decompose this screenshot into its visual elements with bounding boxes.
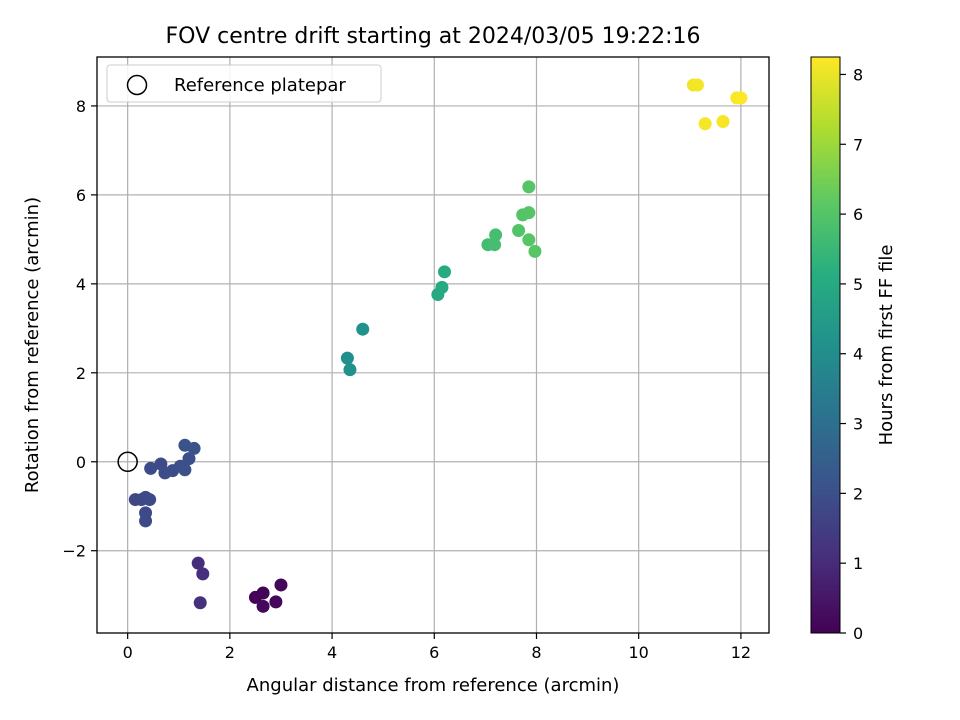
data-point [512, 223, 526, 237]
data-point [143, 493, 157, 507]
data-points [128, 78, 748, 613]
data-point [191, 556, 205, 570]
reference-platepar-marker [117, 451, 138, 473]
legend-label: Reference platepar [174, 75, 346, 96]
chart-title: FOV centre drift starting at 2024/03/05 … [166, 24, 701, 49]
grid [97, 57, 769, 633]
data-point [489, 228, 503, 242]
colorbar-tick-label: 8 [853, 65, 863, 84]
data-point [522, 206, 536, 220]
data-point [187, 441, 201, 455]
legend-marker-icon [126, 74, 148, 96]
data-point [356, 322, 370, 336]
data-point [690, 78, 704, 92]
colorbar-tick-label: 7 [853, 135, 863, 154]
x-tick-label: 0 [123, 643, 133, 662]
x-tick-label: 4 [327, 643, 337, 662]
data-point [488, 238, 502, 252]
x-axis-label: Angular distance from reference (arcmin) [247, 675, 620, 696]
data-point [196, 567, 210, 581]
data-point [340, 351, 354, 365]
x-tick-label: 12 [731, 643, 751, 662]
data-point [343, 363, 357, 377]
y-tick-label: 8 [76, 97, 86, 116]
colorbar-gradient [810, 56, 841, 634]
data-point [182, 452, 196, 466]
data-point [734, 91, 748, 105]
colorbar-tick-label: 5 [853, 275, 863, 294]
data-point [144, 461, 158, 475]
y-tick-label: 4 [76, 275, 86, 294]
data-point [256, 599, 270, 613]
data-point [522, 180, 536, 194]
colorbar-tick-label: 0 [853, 624, 863, 643]
x-axis-ticks: 0 2 4 6 8 10 12 [123, 633, 751, 662]
y-axis-label: Rotation from reference (arcmin) [22, 197, 43, 493]
colorbar-tick-label: 6 [853, 205, 863, 224]
colorbar-tick-label: 1 [853, 554, 863, 573]
x-tick-label: 10 [629, 643, 649, 662]
colorbar-tick-label: 2 [853, 484, 863, 503]
data-point [716, 114, 730, 128]
data-point [178, 463, 192, 477]
y-axis-ticks: −2 0 2 4 6 8 [62, 97, 97, 561]
y-tick-label: 0 [76, 453, 86, 472]
data-point [522, 233, 536, 247]
colorbar-tick-label: 3 [853, 415, 863, 434]
data-point [274, 578, 288, 592]
colorbar-ticks: 0 1 2 3 4 5 6 7 8 [840, 65, 863, 643]
data-point [435, 280, 449, 294]
legend: Reference platepar [106, 64, 382, 103]
data-point [698, 117, 712, 131]
data-point [256, 586, 270, 600]
y-tick-label: 6 [76, 186, 86, 205]
data-point [528, 244, 542, 258]
y-tick-label: −2 [62, 542, 86, 561]
colorbar: 0 1 2 3 4 5 6 7 8 Hours from first FF file [810, 56, 897, 643]
data-point [269, 595, 283, 609]
x-tick-label: 8 [531, 643, 541, 662]
colorbar-tick-label: 4 [853, 345, 863, 364]
x-tick-label: 6 [429, 643, 439, 662]
x-tick-label: 2 [225, 643, 235, 662]
legend-box [106, 64, 382, 103]
data-point [437, 265, 451, 279]
y-tick-label: 2 [76, 364, 86, 383]
colorbar-label: Hours from first FF file [876, 245, 897, 446]
plot-frame [96, 56, 770, 634]
data-point [193, 596, 207, 610]
data-point [139, 514, 153, 528]
